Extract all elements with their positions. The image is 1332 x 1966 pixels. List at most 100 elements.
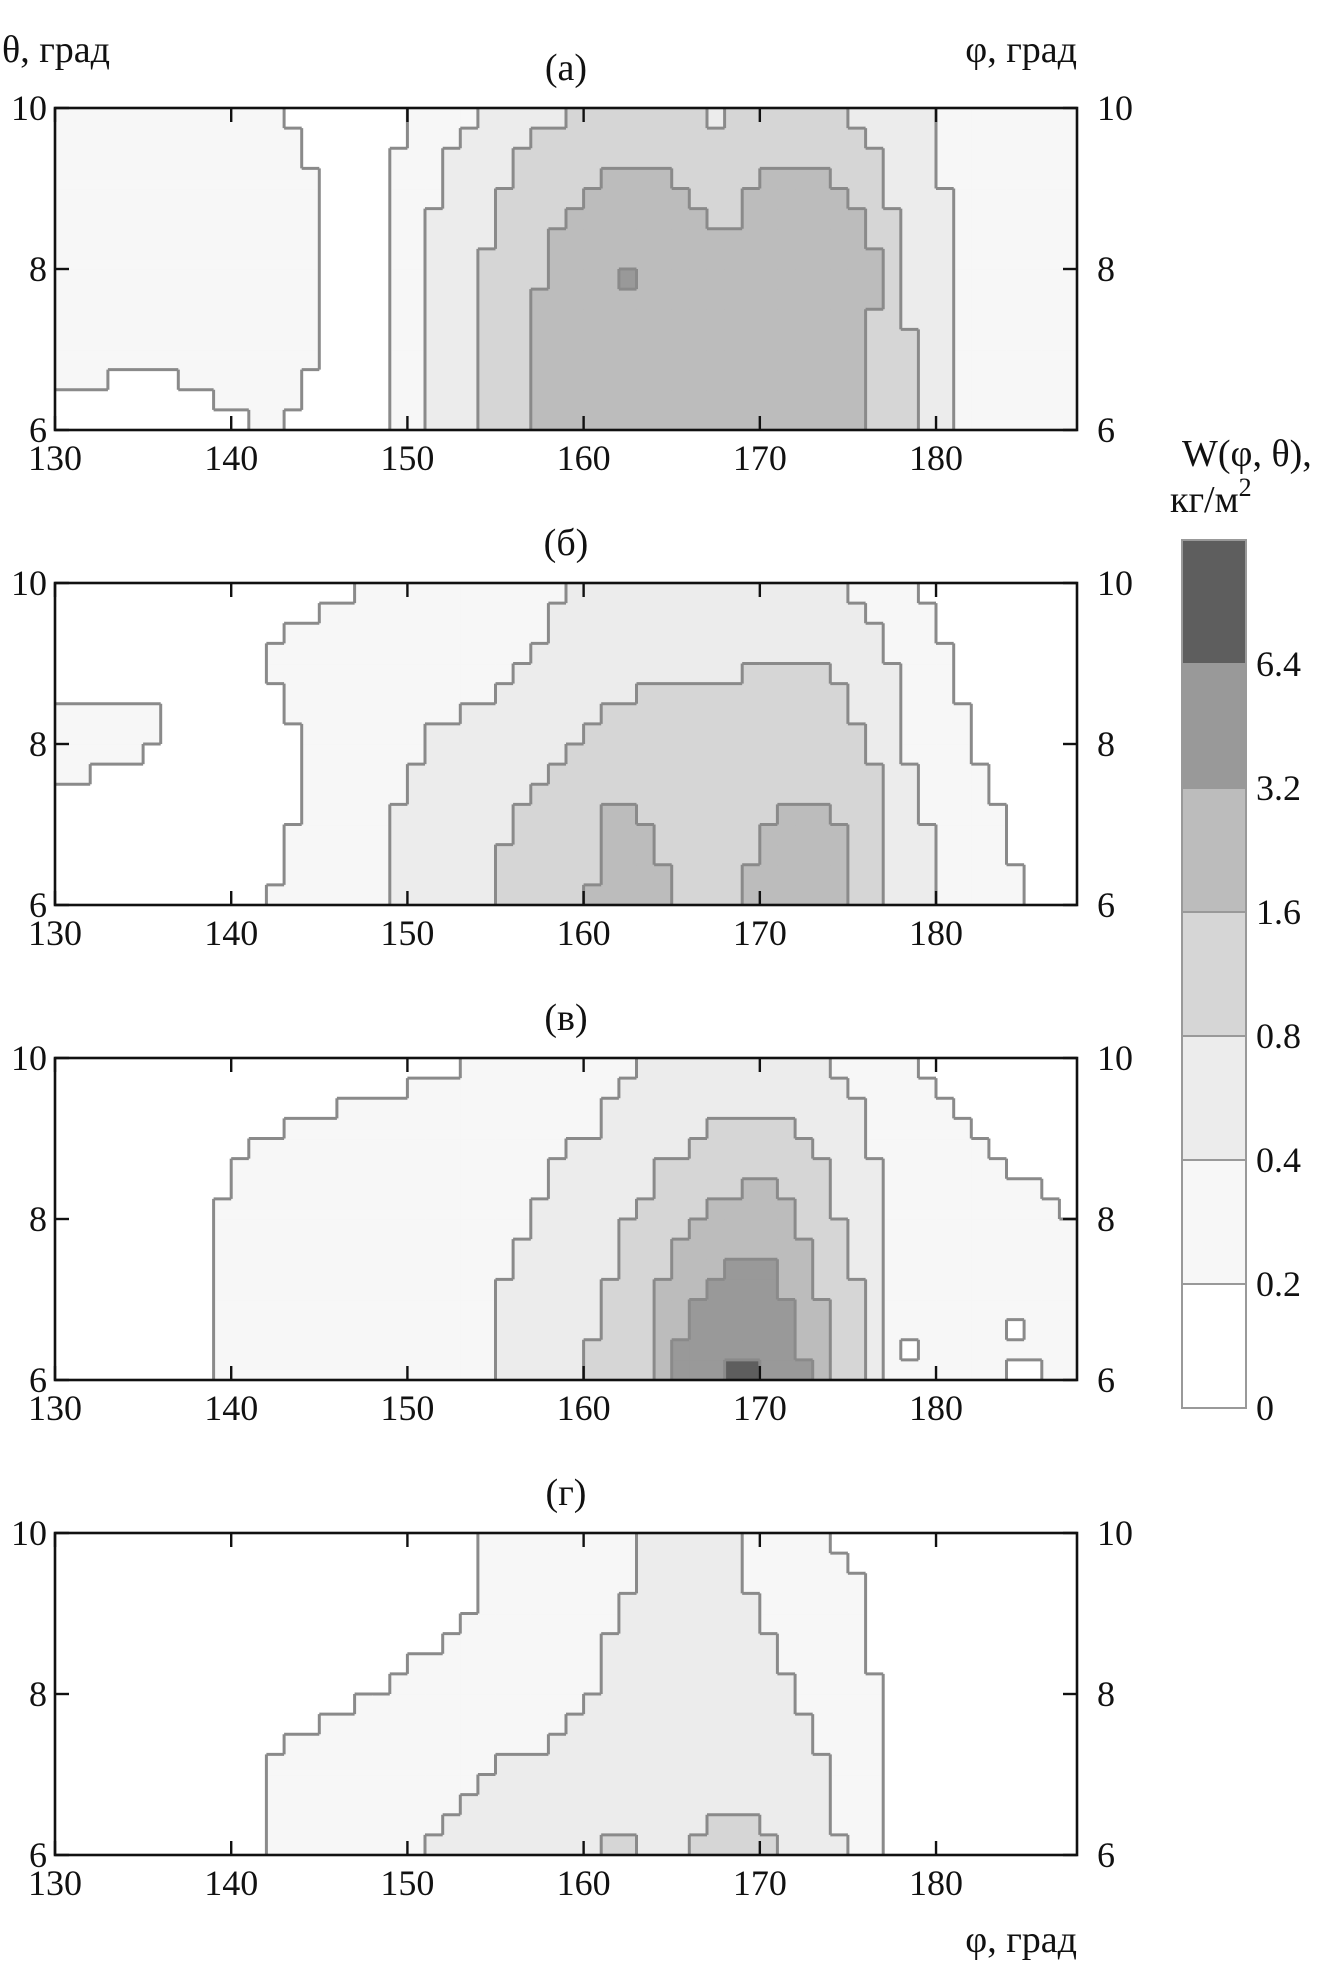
contour-cell (231, 389, 250, 411)
contour-cell (1006, 128, 1025, 149)
contour-cell (495, 1673, 514, 1695)
contour-cell (883, 1078, 902, 1099)
contour-cell (389, 844, 409, 866)
contour-cell (195, 1694, 215, 1715)
contour-cell (936, 1138, 955, 1160)
contour-cell (742, 1138, 761, 1160)
contour-cell (55, 1633, 74, 1655)
contour-cell (354, 744, 373, 765)
contour-cell (530, 1754, 549, 1776)
y-axis-title-right: φ, град (965, 29, 1077, 71)
contour-cell (319, 1319, 338, 1341)
contour-cell (601, 1653, 620, 1675)
contour-cell (213, 884, 232, 906)
contour-cell (460, 369, 479, 391)
contour-cell (143, 1299, 162, 1321)
contour-cell (213, 309, 232, 330)
contour-cell (178, 1673, 197, 1695)
contour-cell (759, 1633, 779, 1655)
contour-cell (636, 643, 655, 665)
contour-cell (477, 329, 497, 351)
contour-cell (107, 1593, 127, 1615)
contour-cell (918, 108, 937, 129)
contour-cell (513, 1259, 532, 1280)
contour-cell (583, 804, 602, 826)
contour-cell (248, 1633, 268, 1655)
contour-cell (460, 188, 479, 210)
contour-cell (266, 1653, 285, 1675)
contour-cell (319, 289, 338, 310)
contour-cell (231, 1118, 250, 1140)
contour-cell (55, 349, 74, 371)
contour-cell (971, 148, 990, 169)
contour-cell (971, 1279, 990, 1301)
contour-cell (301, 309, 320, 330)
contour-cell (900, 1299, 920, 1321)
contour-cell (495, 723, 514, 745)
contour-cell (160, 1058, 179, 1079)
contour-cell (160, 188, 179, 210)
contour-cell (636, 269, 655, 290)
contour-cell (389, 128, 409, 149)
contour-cell (530, 1259, 549, 1280)
contour-cell (72, 1533, 91, 1554)
contour-cell (724, 1774, 743, 1796)
contour-cell (971, 1593, 990, 1615)
contour-cell (354, 1533, 373, 1554)
contour-cell (354, 1593, 373, 1615)
contour-cell (107, 409, 127, 431)
contour-cell (706, 389, 726, 411)
contour-cell (742, 1754, 761, 1776)
contour-cell (442, 764, 461, 785)
contour-cell (654, 1794, 673, 1816)
contour-cell (195, 148, 215, 169)
contour-cell (301, 108, 320, 129)
contour-cell (812, 389, 831, 411)
contour-cell (883, 784, 902, 805)
contour-cell (671, 844, 690, 866)
contour-cell (1059, 1694, 1078, 1715)
contour-cell (425, 1339, 444, 1361)
contour-cell (742, 663, 761, 685)
y-tick-label-right: 8 (1097, 249, 1115, 289)
contour-cell (883, 663, 902, 685)
contour-cell (689, 1198, 708, 1220)
contour-cell (830, 1158, 849, 1180)
contour-cell (953, 168, 972, 190)
contour-cell (706, 228, 726, 250)
contour-cell (72, 1714, 91, 1735)
contour-cell (178, 1714, 197, 1735)
contour-cell (953, 764, 972, 785)
contour-cell (513, 784, 532, 805)
contour-cell (266, 309, 285, 330)
contour-cell (248, 1834, 268, 1856)
contour-cell (143, 1339, 162, 1361)
contour-cell (266, 329, 285, 351)
contour-cell (548, 1198, 567, 1220)
contour-cell (495, 1299, 514, 1321)
contour-cell (195, 1279, 215, 1301)
contour-cell (195, 623, 215, 644)
contour-cell (971, 744, 990, 765)
contour-cell (513, 663, 532, 685)
contour-cell (847, 884, 867, 906)
contour-cell (847, 1339, 867, 1361)
contour-cell (601, 1673, 620, 1695)
contour-cell (195, 1178, 215, 1200)
contour-cell (425, 723, 444, 745)
contour-cell (812, 1613, 831, 1635)
contour-cell (601, 864, 620, 886)
contour-cell (55, 1158, 74, 1180)
contour-cell (953, 1834, 972, 1856)
contour-cell (583, 1078, 602, 1099)
contour-cell (724, 723, 743, 745)
contour-cell (777, 1158, 796, 1180)
contour-cell (266, 683, 285, 705)
contour-cell (671, 208, 690, 230)
contour-cell (160, 1078, 179, 1099)
contour-cell (442, 1633, 461, 1655)
contour-cell (178, 804, 197, 826)
contour-cell (530, 1198, 549, 1220)
contour-cell (90, 864, 109, 886)
contour-cell (107, 723, 127, 745)
